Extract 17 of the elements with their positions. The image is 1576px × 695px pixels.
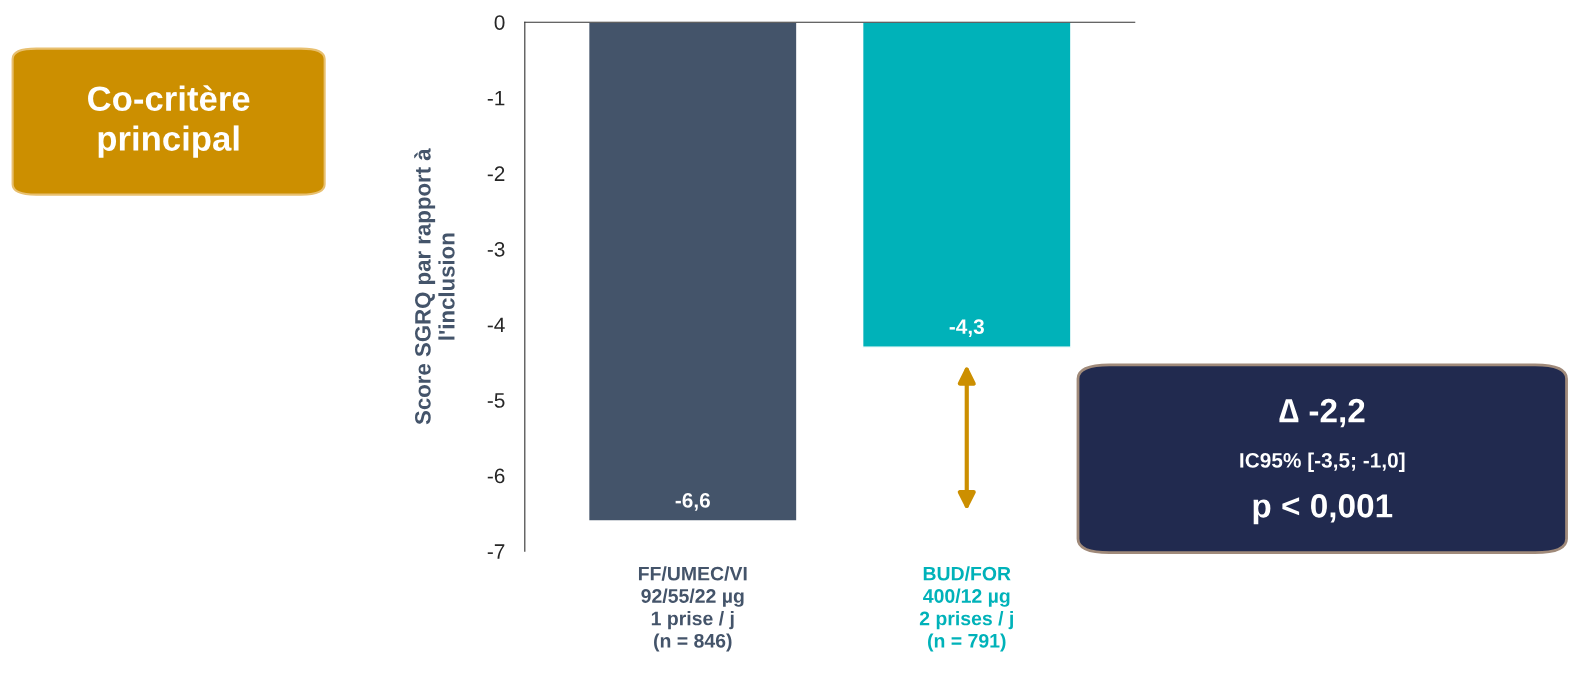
y-tick-label: 0 (494, 15, 505, 30)
y-tick-label: -3 (487, 241, 505, 257)
y-tick-label: -1 (487, 91, 505, 106)
text: p < 0,001 (1253, 494, 1393, 525)
y-tick-label: -6 (487, 468, 505, 484)
y-tick-label: -7 (487, 544, 505, 559)
y-tick-label: -5 (487, 393, 505, 408)
y-tick-label: -2 (487, 166, 505, 181)
text: IC95% [-3,5; -1,0] (1240, 452, 1405, 472)
y-tick-label: -4 (487, 317, 505, 333)
x-tick-label: FF/UMEC/VI 92/55/22 µg 1 prise / j (n = 846) (638, 566, 747, 652)
data-label: -4,3 (949, 319, 984, 337)
text: ∆ -2,2 (1279, 398, 1365, 428)
x-tick-label: BUD/FOR 400/12 µg 2 prises / j (n = 791) (919, 566, 1013, 652)
data-label: -6,6 (675, 492, 710, 511)
text: Co-critère principal (88, 85, 250, 158)
y-axis-title: Score SGRQ par rapport à l'inclusion (414, 148, 455, 425)
